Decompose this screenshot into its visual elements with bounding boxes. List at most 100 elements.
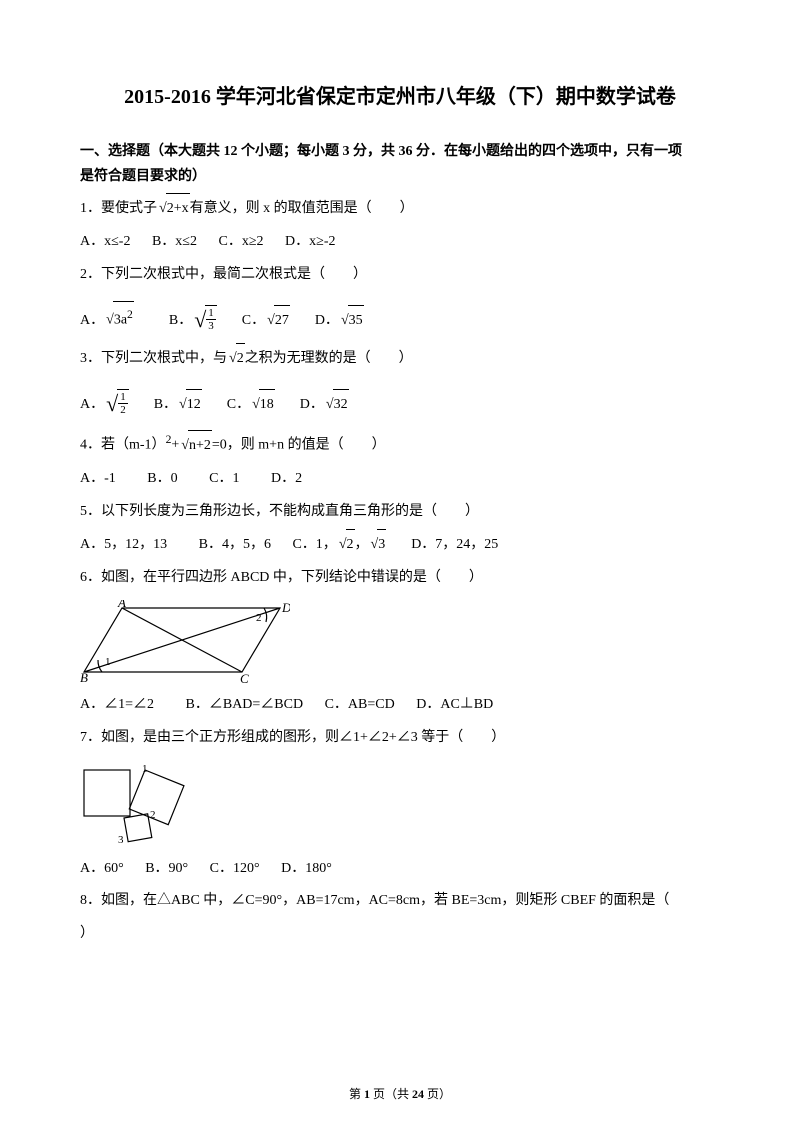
q6-optB: B．∠BAD=∠BCD (186, 697, 304, 712)
sqrt-icon: √32 (324, 389, 349, 421)
q1-optD: D．x≥-2 (285, 234, 335, 249)
q2-options: A．√3a2 B．√13 C．√27 D．√35 (80, 293, 720, 341)
q3-optA-num: 1 (118, 391, 128, 404)
q6-labelC: C (240, 671, 249, 684)
sqrt-icon: √3a2 (104, 301, 134, 336)
q5-optB: B．4，5，6 (199, 537, 271, 552)
footer-prefix: 第 (349, 1087, 364, 1101)
sqrt-icon: √2 (227, 343, 245, 375)
q1-stem: 1．要使式子√2+x有意义，则 x 的取值范围是（ ） (80, 193, 720, 225)
q4-optC: C．1 (209, 471, 239, 486)
q2-optD-prefix: D． (315, 313, 339, 328)
q6-optD: D．AC⊥BD (416, 697, 493, 712)
q2-optA-sup: 2 (127, 308, 133, 321)
q3-optB-prefix: B． (154, 397, 177, 412)
sqrt-icon: √2 (337, 529, 355, 561)
sqrt-icon: √18 (250, 389, 275, 421)
q5-optC-mid: ， (355, 537, 369, 552)
sqrt-icon: √3 (369, 529, 387, 561)
q5-optC-s2: 3 (377, 529, 386, 561)
q6-label1: 1 (105, 656, 111, 668)
q6-options: A．∠1=∠2 B．∠BAD=∠BCD C．AB=CD D．AC⊥BD (80, 690, 720, 721)
sqrt-icon: √n+2 (179, 430, 212, 462)
q2-optB-den: 3 (206, 320, 216, 332)
q7-optA: A．60° (80, 861, 124, 876)
section-heading-line1: 一、选择题（本大题共 12 个小题；每小题 3 分，共 36 分．在每小题给出的… (80, 144, 682, 159)
q7-label2: 2 (150, 809, 156, 821)
q6-labelB: B (80, 670, 88, 684)
q1-sqrt-body: 2+x (166, 193, 190, 225)
footer-total: 24 (412, 1087, 424, 1101)
q4-prefix: 4．若（m-1） (80, 438, 166, 453)
sqrt-icon: √2+x (157, 193, 190, 225)
q4-suffix: =0，则 m+n 的值是（ ） (212, 438, 386, 453)
q4-stem: 4．若（m-1）2+√n+2=0，则 m+n 的值是（ ） (80, 427, 720, 461)
q7-optD: D．180° (281, 861, 332, 876)
q8-stem: 8．如图，在△ABC 中，∠C=90°，AB=17cm，AC=8cm，若 BE=… (80, 886, 720, 917)
q3-stem: 3．下列二次根式中，与√2之积为无理数的是（ ） (80, 343, 720, 375)
q7-optB: B．90° (145, 861, 188, 876)
footer-mid: 页（共 (370, 1087, 412, 1101)
q3-suffix: 之积为无理数的是（ ） (245, 351, 413, 366)
sqrt-icon: √27 (265, 305, 290, 337)
q6-optA: A．∠1=∠2 (80, 697, 154, 712)
q7-optC: C．120° (210, 861, 260, 876)
q6-labelD: D (281, 600, 290, 615)
three-squares-icon: 1 2 3 (80, 760, 210, 848)
q1-options: A．x≤-2 B．x≤2 C．x≥2 D．x≥-2 (80, 227, 720, 258)
section-heading: 一、选择题（本大题共 12 个小题；每小题 3 分，共 36 分．在每小题给出的… (80, 139, 720, 189)
q7-label3: 3 (118, 834, 124, 846)
sqrt-icon: √12 (177, 389, 202, 421)
q7-figure: 1 2 3 (80, 760, 720, 848)
q5-options: A．5，12，13 B．4，5，6 C．1，√2，√3 D．7，24，25 (80, 529, 720, 561)
q1-optA: A．x≤-2 (80, 234, 130, 249)
q1-optB: B．x≤2 (152, 234, 197, 249)
q4-mid: + (171, 438, 179, 453)
q6-labelA: A (117, 600, 126, 610)
section-heading-line2: 是符合题目要求的） (80, 169, 206, 184)
exam-title: 2015-2016 学年河北省保定市定州市八年级（下）期中数学试卷 (80, 80, 720, 109)
q8-stem2: ） (80, 919, 720, 950)
q2-optB-prefix: B． (169, 313, 192, 328)
q2-optD-body: 35 (348, 305, 364, 337)
q2-optA-prefix: A． (80, 313, 104, 328)
q4-options: A．-1 B．0 C．1 D．2 (80, 464, 720, 495)
q2-optB-num: 1 (206, 307, 216, 320)
q3-optD-prefix: D． (300, 397, 324, 412)
q2-optC-prefix: C． (242, 313, 265, 328)
q3-stem-sqrt: 2 (236, 343, 245, 375)
exam-page: 2015-2016 学年河北省保定市定州市八年级（下）期中数学试卷 一、选择题（… (0, 0, 800, 1132)
q7-label1: 1 (142, 763, 148, 775)
q2-optA-body: 3a (114, 313, 127, 328)
sqrt-icon: √12 (104, 377, 129, 425)
q8-line1: 8．如图，在△ABC 中，∠C=90°，AB=17cm，AC=8cm，若 BE=… (80, 893, 669, 908)
q5-optC-s1: 2 (346, 529, 355, 561)
q7-options: A．60° B．90° C．120° D．180° (80, 854, 720, 885)
q6-optC: C．AB=CD (325, 697, 395, 712)
q3-optC-prefix: C． (227, 397, 250, 412)
q6-label2: 2 (256, 612, 262, 624)
q3-options: A．√12 B．√12 C．√18 D．√32 (80, 377, 720, 425)
q4-sqrt: n+2 (188, 430, 212, 462)
q2-stem: 2．下列二次根式中，最简二次根式是（ ） (80, 260, 720, 291)
q5-optC-prefix: C．1， (292, 537, 336, 552)
q5-stem: 5．以下列长度为三角形边长，不能构成直角三角形的是（ ） (80, 497, 720, 528)
q3-prefix: 3．下列二次根式中，与 (80, 351, 227, 366)
q5-optD: D．7，24，25 (411, 537, 498, 552)
page-footer: 第 1 页（共 24 页） (0, 1085, 800, 1102)
q3-optA-den: 2 (118, 404, 128, 416)
q5-optA: A．5，12，13 (80, 537, 167, 552)
q1-optC: C．x≥2 (219, 234, 264, 249)
q6-stem: 6．如图，在平行四边形 ABCD 中，下列结论中错误的是（ ） (80, 563, 720, 594)
q3-optA-prefix: A． (80, 397, 104, 412)
q4-optD: D．2 (271, 471, 302, 486)
q3-optB-body: 12 (186, 389, 202, 421)
footer-suffix: 页） (424, 1087, 451, 1101)
q1-prefix: 1．要使式子 (80, 201, 157, 216)
q7-stem: 7．如图，是由三个正方形组成的图形，则∠1+∠2+∠3 等于（ ） (80, 723, 720, 754)
parallelogram-icon: A D B C 1 2 (80, 600, 290, 684)
q4-optB: B．0 (147, 471, 177, 486)
q2-optC-body: 27 (274, 305, 290, 337)
sqrt-icon: √35 (339, 305, 364, 337)
q1-suffix: 有意义，则 x 的取值范围是（ ） (190, 201, 414, 216)
